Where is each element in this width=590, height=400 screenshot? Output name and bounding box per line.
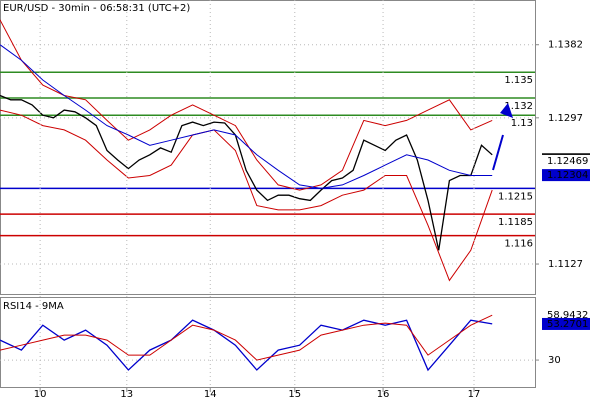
level-label: 1.116 — [504, 239, 533, 250]
forecast-arrowhead — [500, 103, 513, 118]
price-label: 53.2701 — [547, 319, 588, 330]
price-label-box — [542, 169, 590, 182]
series-line — [0, 109, 493, 282]
y-tick-label: 30 — [548, 355, 561, 366]
series-line — [0, 94, 493, 251]
y-tick-label: 1.1127 — [548, 259, 583, 270]
price-label: 58.9432 — [547, 310, 588, 321]
price-label: 1.12304 — [547, 170, 588, 181]
forecast-arrow — [492, 134, 504, 171]
series-line — [0, 19, 493, 191]
rsi-panel-frame — [0, 297, 536, 388]
series-line — [0, 44, 493, 189]
panel-title: RSI14 - 9MA — [3, 301, 64, 312]
price-label-box — [542, 154, 590, 167]
price-label-box — [542, 317, 590, 330]
y-tick-label: 1.1297 — [548, 113, 583, 124]
price-label: 1.12469 — [547, 156, 588, 167]
x-tick-label: 15 — [288, 389, 301, 400]
x-tick-label: 17 — [468, 389, 481, 400]
level-label: 1.1215 — [498, 191, 533, 202]
series-line — [0, 314, 493, 361]
level-label: 1.132 — [504, 101, 533, 112]
x-tick-label: 14 — [204, 389, 217, 400]
x-tick-label: 16 — [377, 389, 390, 400]
x-tick-label: 13 — [120, 389, 133, 400]
series-line — [0, 319, 493, 372]
level-label: 1.13 — [511, 118, 533, 129]
level-label: 1.135 — [504, 75, 533, 86]
x-tick-label: 10 — [34, 389, 47, 400]
level-label: 1.1185 — [498, 217, 533, 228]
panel-title: EUR/USD - 30min - 06:58:31 (UTC+2) — [3, 3, 190, 14]
price-panel-frame — [0, 0, 536, 295]
y-tick-label: 1.1382 — [548, 40, 583, 51]
